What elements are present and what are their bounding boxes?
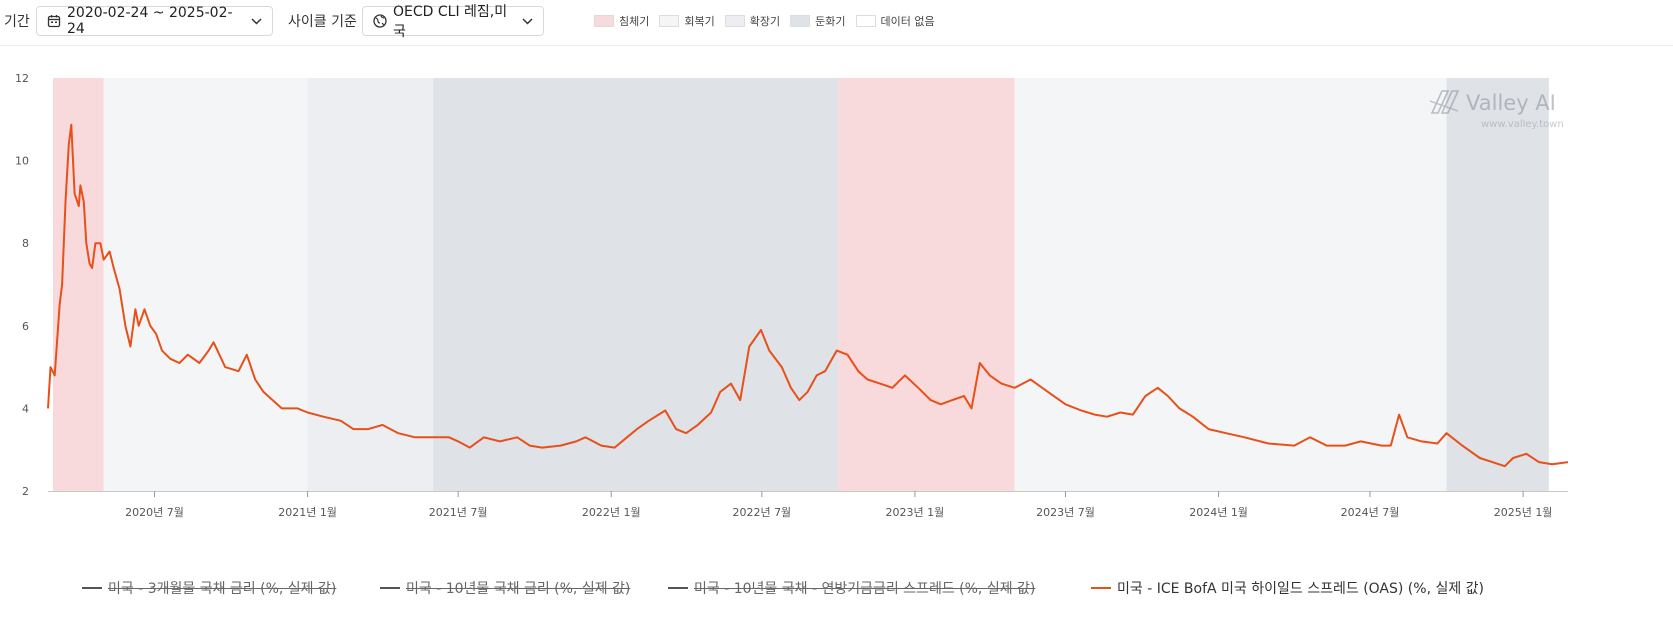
regime-legend-item: 확장기 <box>724 13 781 29</box>
regime-swatch <box>594 15 614 27</box>
series-legend-item-10y-treasury[interactable]: 미국 - 10년물 국채 금리 (%, 실제 값) <box>380 578 630 598</box>
period-label: 기간 <box>4 14 30 30</box>
y-axis: 2 4 6 8 10 12 <box>15 72 29 498</box>
regime-band <box>307 78 434 491</box>
series-label: 미국 - 10년물 국채 금리 (%, 실제 값) <box>406 581 631 597</box>
regime-band <box>433 78 839 491</box>
y-tick-label: 4 <box>22 402 29 415</box>
series-line-swatch <box>668 587 688 589</box>
cycle-label: 사이클 기준 <box>288 14 357 30</box>
period-picker-button[interactable]: 2020-02-24 ~ 2025-02-24 <box>36 5 273 37</box>
globe-icon <box>373 14 387 28</box>
y-tick-label: 6 <box>22 320 29 333</box>
line-chart: 2 4 6 8 10 12 2020년 7월 2021년 1월 2021년 7월 2022년 1… <box>15 72 1569 519</box>
regime-swatch <box>659 15 680 27</box>
y-tick-label: 10 <box>15 155 29 168</box>
regime-legend-item: 둔화기 <box>790 13 846 29</box>
x-tick-label: 2022년 1월 <box>582 506 641 519</box>
x-tick-label: 2024년 1월 <box>1189 506 1248 519</box>
regime-swatch <box>855 15 876 27</box>
y-tick-label: 12 <box>15 72 29 85</box>
toolbar: 기간 2020-02-24 ~ 2025-02-24 사이클 기준 OECD C… <box>0 0 1673 46</box>
y-tick-label: 2 <box>22 485 29 498</box>
series-label: 미국 - 10년물 국채 - 연방기금금리 스프레드 (%, 실제 값) <box>694 581 1036 597</box>
series-line-swatch <box>380 587 400 589</box>
series-legend: 미국 - 3개월물 국채 금리 (%, 실제 값) 미국 - 10년물 국채 금… <box>0 578 1673 602</box>
x-tick-label: 2022년 7월 <box>732 506 791 519</box>
valley-logo-icon <box>1429 90 1460 114</box>
regime-label: 둔화기 <box>815 15 846 28</box>
x-tick-label: 2020년 7월 <box>125 506 184 519</box>
x-tick-label: 2021년 7월 <box>429 506 488 519</box>
series-group <box>47 123 1569 468</box>
watermark-url: www.valley.town <box>1481 119 1564 130</box>
series-line-hy-oas <box>47 123 1569 468</box>
x-tick-label: 2021년 1월 <box>278 506 337 519</box>
series-line-swatch <box>1091 587 1111 589</box>
y-tick-label: 8 <box>22 237 29 250</box>
regime-label: 회복기 <box>684 15 715 28</box>
series-legend-item-hy-oas[interactable]: 미국 - ICE BofA 미국 하이일드 스프레드 (OAS) (%, 실제 … <box>1091 578 1484 598</box>
cycle-value: OECD CLI 레짐,미국 <box>393 4 508 40</box>
cycle-select-button[interactable]: OECD CLI 레짐,미국 <box>362 4 544 40</box>
regime-swatch <box>790 15 811 27</box>
x-tick-label: 2025년 1월 <box>1494 506 1553 519</box>
x-axis: 2020년 7월 2021년 1월 2021년 7월 2022년 1월 2022년 7월… <box>48 491 1568 519</box>
watermark: Valley AI www.valley.town <box>1429 90 1564 130</box>
chevron-down-icon <box>251 15 262 28</box>
regime-legend-item: 회복기 <box>659 13 715 29</box>
regime-label: 데이터 없음 <box>880 15 935 28</box>
series-label: 미국 - ICE BofA 미국 하이일드 스프레드 (OAS) (%, 실제 … <box>1117 581 1485 597</box>
calendar-icon <box>47 14 61 28</box>
regime-legend: 침체기 회복기 확장기 둔화기 데이터 없음 <box>594 13 945 29</box>
regime-band <box>103 78 308 491</box>
series-legend-item-10y-ffr-spread[interactable]: 미국 - 10년물 국채 - 연방기금금리 스프레드 (%, 실제 값) <box>668 578 1035 598</box>
regime-band <box>52 78 104 491</box>
x-tick-label: 2023년 1월 <box>886 506 945 519</box>
regime-legend-item: 데이터 없음 <box>855 13 935 29</box>
regime-bands <box>52 78 1549 491</box>
regime-band <box>838 78 1015 491</box>
period-value: 2020-02-24 ~ 2025-02-24 <box>67 5 233 37</box>
regime-band <box>1446 78 1549 491</box>
series-line-swatch <box>82 587 102 589</box>
chevron-down-icon <box>522 15 533 28</box>
x-tick-label: 2023년 7월 <box>1036 506 1095 519</box>
regime-label: 확장기 <box>749 15 781 28</box>
watermark-brand: Valley AI <box>1466 91 1556 115</box>
regime-legend-item: 침체기 <box>594 13 649 29</box>
regime-swatch <box>724 15 745 27</box>
series-legend-item-3m-treasury[interactable]: 미국 - 3개월물 국채 금리 (%, 실제 값) <box>82 578 336 598</box>
regime-label: 침체기 <box>619 15 650 28</box>
regime-band <box>1014 78 1447 491</box>
series-label: 미국 - 3개월물 국채 금리 (%, 실제 값) <box>108 581 337 597</box>
x-tick-label: 2024년 7월 <box>1341 506 1400 519</box>
